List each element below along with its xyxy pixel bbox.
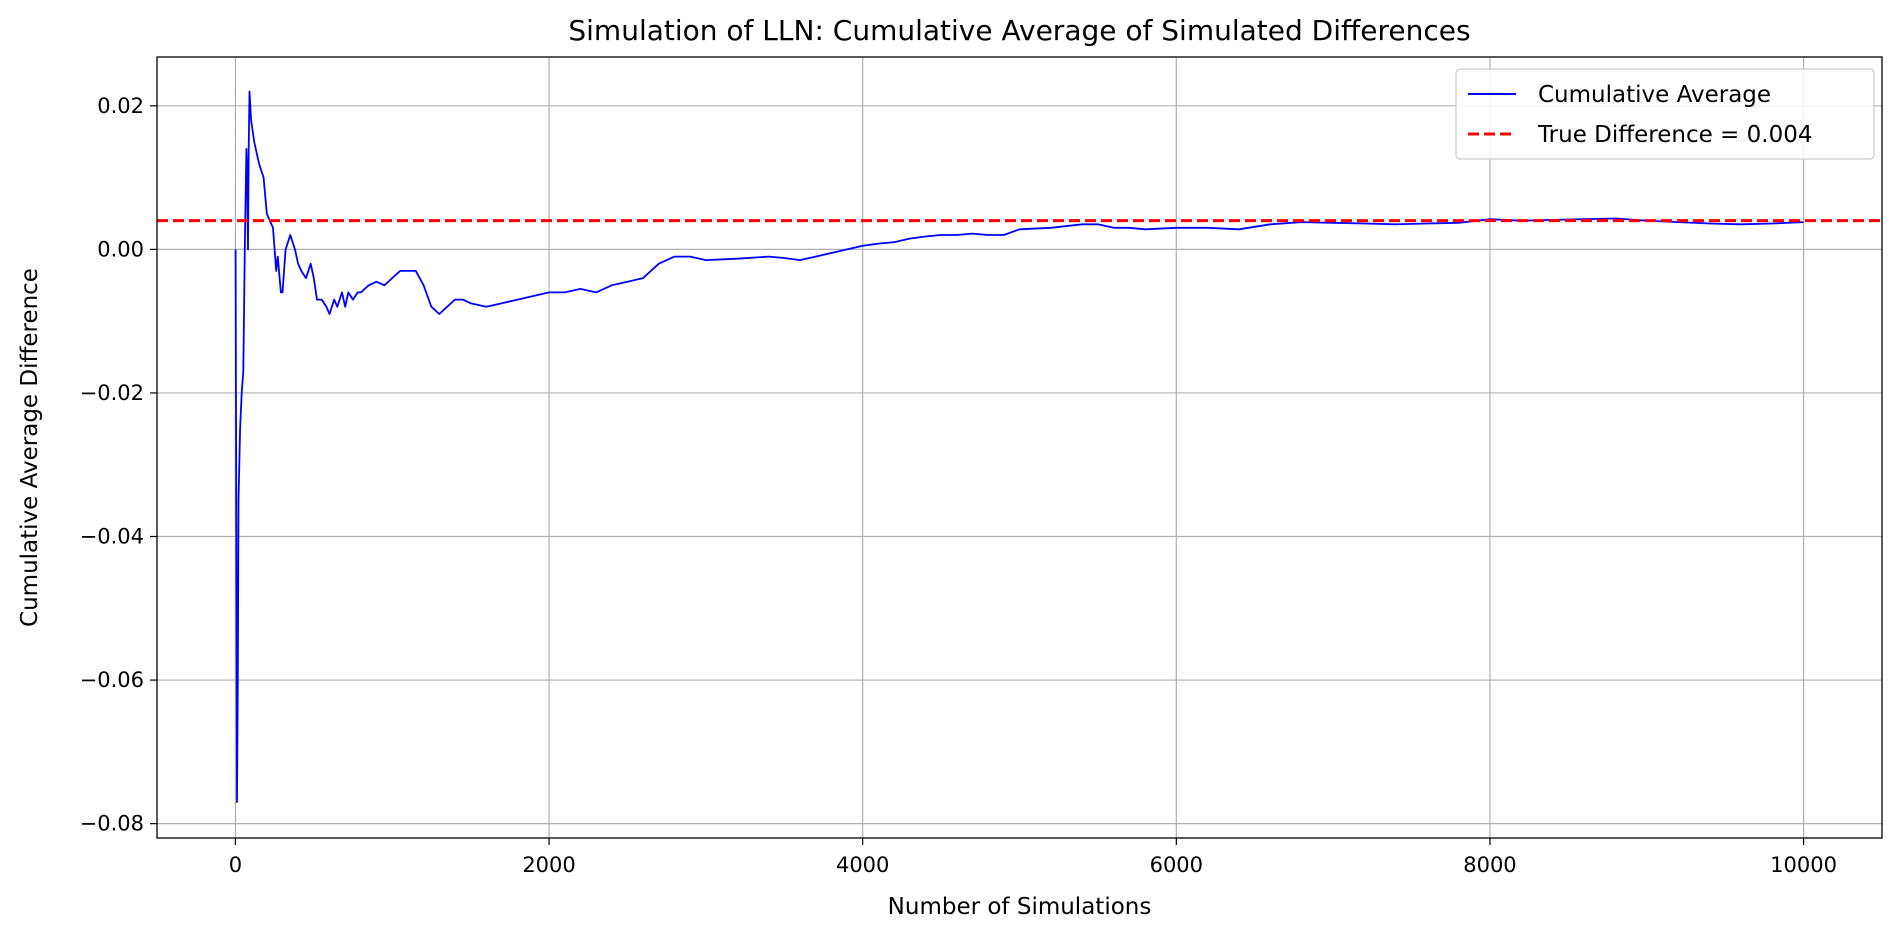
y-tick-label: −0.02	[80, 381, 144, 405]
x-tick-label: 2000	[522, 853, 575, 877]
legend-box	[1455, 68, 1875, 160]
series-layer	[157, 90, 1882, 803]
legend: Cumulative Average True Difference = 0.0…	[1455, 68, 1875, 160]
chart-title: Simulation of LLN: Cumulative Average of…	[568, 14, 1470, 47]
x-tick-label: 8000	[1463, 853, 1516, 877]
x-tick-label: 4000	[836, 853, 889, 877]
x-axis-label: Number of Simulations	[888, 894, 1152, 920]
grid	[157, 57, 1882, 838]
y-tick-label: 0.02	[97, 94, 144, 118]
y-tick-label: 0.00	[97, 237, 144, 261]
legend-entry-true-difference: True Difference = 0.004	[1537, 122, 1812, 148]
ticks: 0 2000 4000 6000 8000 10000 −0.08 −0.06 −0.04 −0.…	[80, 94, 1837, 877]
legend-entry-cumulative-average: Cumulative Average	[1538, 82, 1771, 108]
y-axis-label: Cumulative Average Difference	[17, 268, 43, 627]
plot-frame	[156, 56, 1883, 839]
y-tick-label: −0.04	[80, 525, 144, 549]
x-tick-label: 10000	[1770, 853, 1837, 877]
y-tick-label: −0.08	[80, 812, 144, 836]
x-tick-label: 0	[229, 853, 242, 877]
x-tick-label: 6000	[1150, 853, 1203, 877]
y-tick-label: −0.06	[80, 668, 144, 692]
